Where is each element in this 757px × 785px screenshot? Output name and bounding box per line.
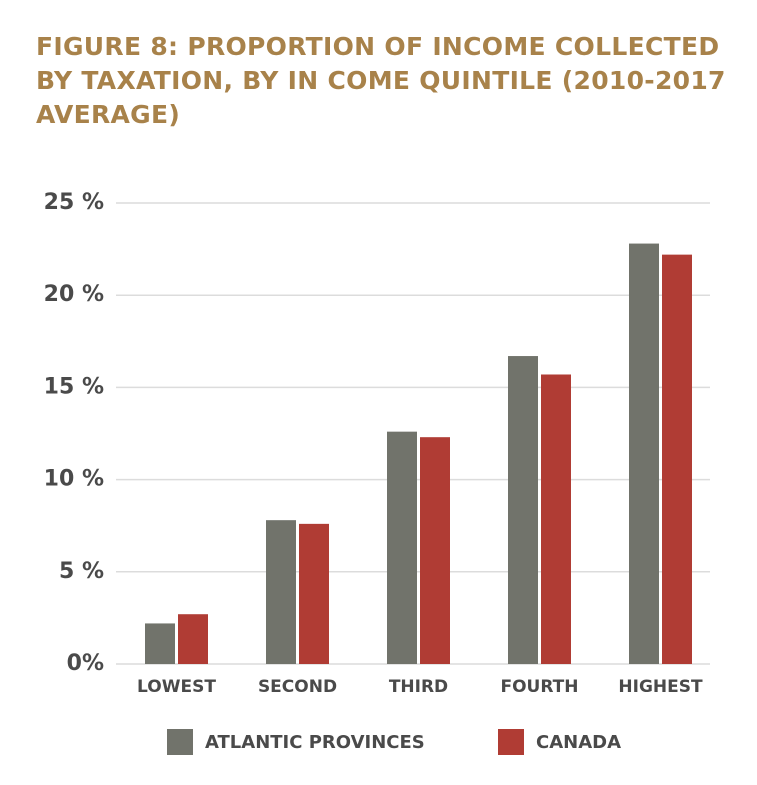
legend-swatch [498, 729, 524, 755]
y-tick-label: 25 % [44, 190, 104, 215]
x-tick-label: HIGHEST [618, 677, 703, 697]
bar [541, 374, 571, 664]
bar [299, 523, 329, 664]
y-tick-label: 5 % [59, 559, 104, 584]
bar [629, 243, 659, 664]
bar [662, 254, 692, 664]
bar [420, 437, 450, 664]
bar [508, 356, 538, 664]
x-tick-label: LOWEST [137, 677, 216, 697]
x-tick-label: SECOND [258, 677, 337, 697]
legend-swatch [167, 729, 193, 755]
legend-label: CANADA [536, 732, 621, 753]
bar [178, 614, 208, 664]
bar [266, 520, 296, 664]
x-tick-label: FOURTH [500, 677, 578, 697]
y-tick-label: 0% [67, 651, 104, 676]
y-tick-label: 15 % [44, 374, 104, 399]
bar [145, 623, 175, 664]
legend-label: ATLANTIC PROVINCES [205, 732, 425, 753]
y-tick-label: 10 % [44, 467, 104, 492]
chart-title: FIGURE 8: PROPORTION OF INCOME COLLECTED… [36, 32, 726, 129]
bar [387, 431, 417, 664]
x-tick-label: THIRD [389, 677, 448, 697]
y-tick-label: 20 % [44, 282, 104, 307]
